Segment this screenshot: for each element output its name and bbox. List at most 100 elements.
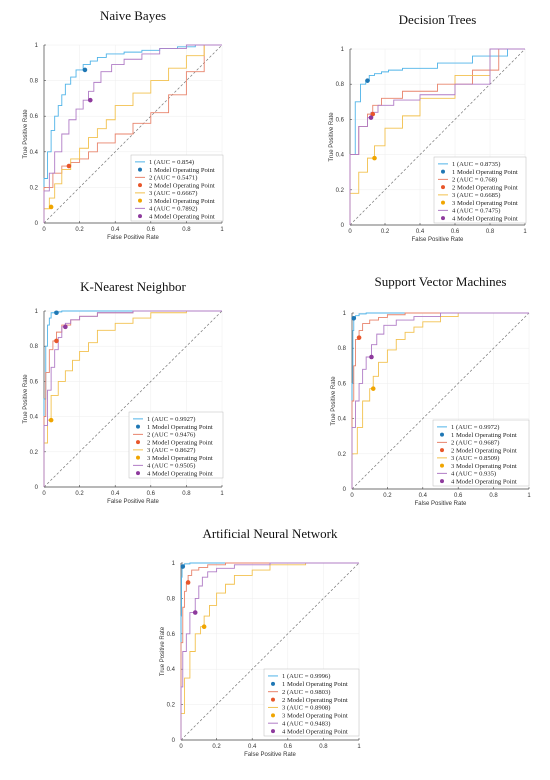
y-axis-label: True Positive Rate [23,109,29,159]
legend-label: 1 Model Operating Point [149,167,215,174]
roc-chart: Support Vector Machines 0 0.2 0.4 0.6 0.8 1 0 0.… [331,274,531,507]
legend-point-swatch [271,713,275,718]
x-tick-label: 0.4 [111,491,120,497]
legend-label: 1 Model Operating Point [147,424,213,431]
legend-point-swatch [271,729,275,734]
y-tick-label: 0.8 [30,344,39,350]
y-tick-label: 0 [341,223,345,229]
legend-label: 4 (AUC = 0.9505) [147,463,195,470]
operating-point-1 [365,78,370,83]
operating-point-3 [48,417,54,423]
y-tick-label: 0.2 [336,188,345,194]
y-tick-label: 0.8 [338,346,347,352]
operating-point-2 [185,580,191,585]
x-tick-label: 0.8 [319,744,328,750]
legend-label: 4 (AUC = 0.935) [451,471,496,478]
y-tick-label: 0.4 [30,415,39,421]
roc-curve-series-3 [180,562,359,740]
y-axis-label: True Positive Rate [160,626,166,676]
roc-chart: K-Nearest Neighbor 0 0.2 0.4 0.6 0.8 1 0 0.2 0.4 0… [23,279,224,505]
x-tick-label: 0.8 [489,493,498,499]
legend-point-swatch [138,198,142,203]
roc-curve-series-1 [43,310,222,487]
chart-title: K-Nearest Neighbor [80,279,186,294]
operating-point-4 [369,354,374,360]
legend-label: 1 (AUC = 0.8735) [452,161,500,168]
operating-point-4 [368,115,374,120]
legend-label: 2 (AUC = 0.9803) [282,689,330,696]
x-tick-label: 0 [350,493,354,499]
legend-label: 4 Model Operating Point [282,728,348,735]
legend-point-swatch [138,167,142,172]
legend-label: 4 (AUC = 0.7475) [452,208,500,215]
legend-box [263,668,360,737]
chance-diagonal [43,310,223,488]
operating-point-2 [66,163,72,169]
legend-point-swatch [441,185,445,190]
legend-point-swatch [440,463,444,468]
x-axis-label: False Positive Rate [244,752,296,758]
roc-curve-series-4 [180,562,359,740]
x-tick-label: 0 [42,491,46,497]
x-tick-label: 0.4 [416,229,425,235]
legend-point-swatch [441,200,445,205]
legend-label: 1 (AUC = 0.9972) [451,424,499,431]
x-tick-label: 0 [348,229,352,235]
x-tick-label: 0.4 [419,493,428,499]
legend-point-swatch [271,697,275,702]
y-tick-label: 0.6 [30,114,39,120]
operating-point-1 [351,315,357,321]
x-tick-label: 0 [179,744,183,750]
x-tick-label: 1 [220,227,224,233]
legend-label: 3 (AUC = 0.6685) [452,192,500,199]
x-tick-label: 0.8 [182,491,191,497]
x-tick-label: 0.8 [486,229,495,235]
y-tick-label: 0.4 [336,153,345,159]
x-tick-label: 0.2 [212,744,221,750]
x-tick-label: 1 [527,493,531,499]
operating-point-3 [48,204,54,210]
legend-label: 2 (AUC = 0.9687) [451,440,499,447]
legend-label: 4 Model Operating Point [452,215,518,222]
chart-title: Decision Trees [399,12,477,27]
legend-point-swatch [440,432,444,437]
x-tick-label: 0.8 [182,227,191,233]
legend-label: 1 Model Operating Point [282,681,348,688]
chance-diagonal [349,48,526,226]
y-tick-label: 0.4 [30,150,39,156]
y-axis-label: True Positive Rate [23,374,29,424]
x-tick-label: 0.2 [75,491,84,497]
legend-label: 4 (AUC = 0.9483) [282,720,330,727]
y-tick-label: 0.4 [167,667,176,673]
legend-point-swatch [138,183,142,188]
y-tick-label: 1 [341,47,345,53]
y-tick-label: 0.6 [167,632,176,638]
legend-point-swatch [441,216,445,221]
legend-label: 2 Model Operating Point [282,697,348,704]
legend-label: 4 (AUC = 0.7892) [149,206,197,213]
y-tick-label: 0.8 [336,82,345,88]
roc-curve-series-1 [351,312,529,489]
x-axis-label: False Positive Rate [107,499,159,505]
legend-point-swatch [271,681,275,686]
operating-point-2 [356,335,362,340]
x-tick-label: 1 [357,744,361,750]
operating-point-1 [180,564,186,569]
y-tick-label: 0.2 [30,450,39,456]
legend-box [130,154,224,222]
legend-point-swatch [136,455,140,460]
operating-point-4 [63,324,68,330]
legend-label: 4 Model Operating Point [149,213,215,220]
y-tick-label: 0 [172,738,176,744]
legend-label: 2 Model Operating Point [452,184,518,191]
roc-curve-series-4 [349,48,525,225]
y-axis-label: True Positive Rate [331,376,337,426]
y-tick-label: 0.2 [30,185,39,191]
legend-label: 1 Model Operating Point [452,169,518,176]
x-tick-label: 0.6 [451,229,460,235]
legend: 1 (AUC = 0.9972)1 Model Operating Point2… [432,419,530,487]
x-tick-label: 0.6 [284,744,293,750]
x-tick-label: 0.4 [111,227,120,233]
roc-curve-series-2 [180,562,359,740]
legend-label: 4 Model Operating Point [451,478,517,485]
